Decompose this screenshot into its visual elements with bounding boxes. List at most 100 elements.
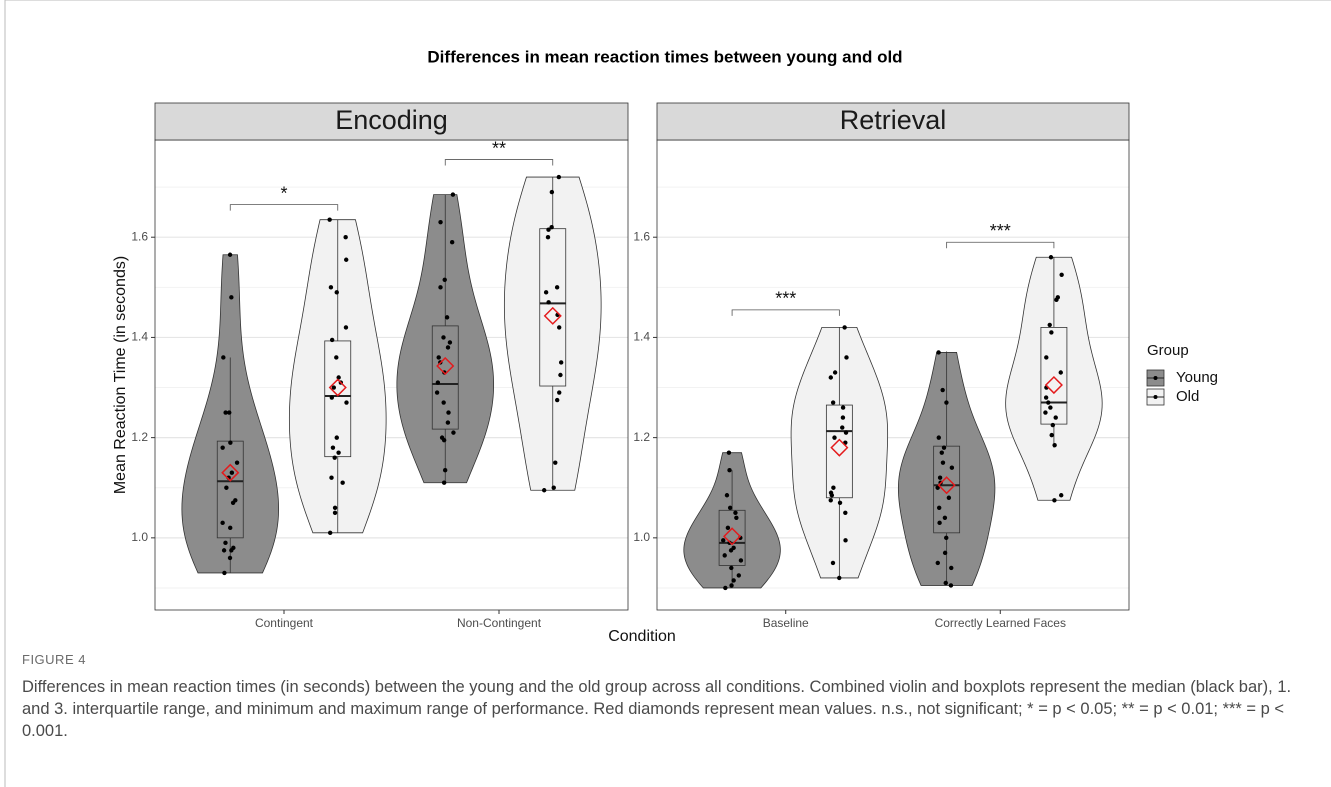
data-point xyxy=(1052,442,1057,448)
y-tick-label: 1.0 xyxy=(131,530,148,544)
data-point xyxy=(1059,493,1064,498)
data-point xyxy=(445,345,451,350)
data-point xyxy=(1048,405,1053,410)
data-point xyxy=(937,475,943,480)
data-point xyxy=(936,505,942,510)
data-point xyxy=(546,227,551,232)
data-point xyxy=(554,285,560,290)
data-point xyxy=(221,355,226,360)
box xyxy=(825,404,853,499)
data-point xyxy=(1043,410,1048,415)
x-tick-label: Contingent xyxy=(255,616,314,630)
data-point xyxy=(726,450,732,455)
data-point xyxy=(438,285,443,290)
data-point xyxy=(724,493,730,498)
data-point xyxy=(725,525,731,531)
data-point xyxy=(832,435,837,440)
data-point xyxy=(229,295,234,300)
data-point xyxy=(441,400,446,405)
data-point xyxy=(329,475,334,480)
data-point xyxy=(721,538,726,543)
data-point xyxy=(830,400,836,405)
significance-label: *** xyxy=(775,289,796,309)
data-point xyxy=(1053,415,1058,420)
strip xyxy=(656,102,1130,141)
data-point xyxy=(837,575,842,581)
data-point xyxy=(449,240,455,245)
data-point xyxy=(328,285,334,290)
data-point xyxy=(1046,400,1051,405)
legend-label: Old xyxy=(1176,388,1199,405)
significance-label: ** xyxy=(492,138,506,158)
significance-bracket xyxy=(946,241,1055,249)
data-point xyxy=(442,277,447,282)
data-point xyxy=(558,360,564,365)
data-point xyxy=(227,410,232,415)
data-point xyxy=(221,548,227,553)
significance-bracket xyxy=(229,204,339,211)
significance-bracket xyxy=(444,159,554,166)
data-point xyxy=(330,445,336,450)
strip-label: Retrieval xyxy=(840,105,947,135)
data-point xyxy=(228,440,233,445)
data-point xyxy=(556,174,562,180)
data-point xyxy=(220,520,225,526)
data-point xyxy=(1052,498,1057,503)
data-point xyxy=(727,505,733,510)
y-tick-label: 1.4 xyxy=(633,330,650,344)
y-tick-label: 1.0 xyxy=(633,530,650,544)
data-point xyxy=(733,510,738,515)
data-point xyxy=(729,565,734,571)
data-point xyxy=(222,570,227,576)
data-point xyxy=(949,465,955,470)
mean-marker xyxy=(328,378,347,397)
data-point xyxy=(728,548,734,553)
data-point xyxy=(549,224,554,230)
data-point xyxy=(843,510,848,515)
data-point xyxy=(942,515,948,521)
data-point xyxy=(722,553,727,558)
y-tick-label: 1.4 xyxy=(131,330,148,344)
significance-label: *** xyxy=(990,221,1011,241)
y-tick-label: 1.2 xyxy=(131,430,148,444)
data-point xyxy=(343,325,349,330)
data-point xyxy=(344,257,349,262)
data-point xyxy=(935,560,940,566)
data-point xyxy=(1048,255,1054,260)
data-point xyxy=(553,460,558,465)
data-point xyxy=(446,410,451,415)
data-point xyxy=(229,548,234,553)
data-point xyxy=(438,219,443,225)
data-point xyxy=(329,337,335,343)
data-point xyxy=(334,290,339,295)
data-point xyxy=(840,415,846,420)
data-point xyxy=(1054,297,1059,303)
data-point xyxy=(935,485,940,490)
legend-title: Group xyxy=(1147,342,1189,359)
data-point xyxy=(1050,422,1056,428)
data-point xyxy=(734,515,739,521)
mean-marker xyxy=(830,438,849,457)
data-point xyxy=(441,437,447,443)
data-point xyxy=(944,535,949,541)
data-point xyxy=(1059,272,1064,277)
data-point xyxy=(1044,355,1049,360)
significance-label: * xyxy=(280,183,287,203)
data-point xyxy=(447,340,453,345)
data-point xyxy=(549,189,555,195)
data-point xyxy=(939,450,944,455)
data-point xyxy=(949,565,954,571)
x-axis-label: Condition xyxy=(608,628,676,645)
data-point xyxy=(936,435,941,440)
data-point xyxy=(441,335,446,340)
data-point xyxy=(344,400,349,405)
data-point xyxy=(840,405,846,410)
data-point xyxy=(843,430,849,435)
data-point xyxy=(937,520,942,526)
caption-text: Differences in mean reaction times (in s… xyxy=(22,678,1292,740)
data-point xyxy=(223,540,228,546)
data-point xyxy=(329,395,335,400)
data-point xyxy=(441,480,447,485)
data-point xyxy=(545,235,551,240)
data-point xyxy=(832,370,838,375)
